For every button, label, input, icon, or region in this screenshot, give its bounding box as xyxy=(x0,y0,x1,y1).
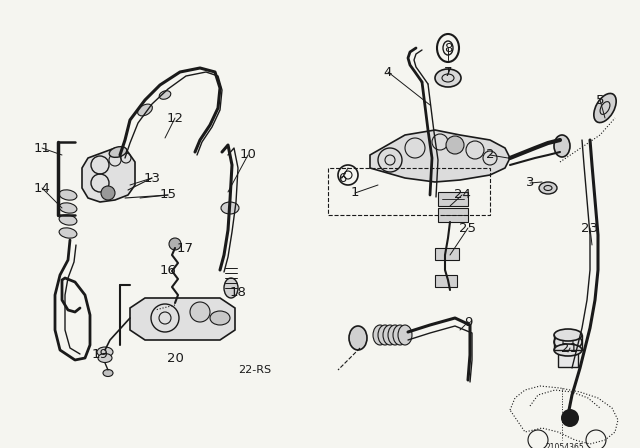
Polygon shape xyxy=(370,130,510,182)
Bar xyxy=(438,192,468,206)
Ellipse shape xyxy=(554,329,582,341)
Ellipse shape xyxy=(554,344,582,356)
Text: 6: 6 xyxy=(338,172,346,185)
Text: 9: 9 xyxy=(464,315,472,328)
Ellipse shape xyxy=(59,228,77,238)
Circle shape xyxy=(169,238,181,250)
Ellipse shape xyxy=(109,146,127,157)
Ellipse shape xyxy=(349,326,367,350)
Text: 18: 18 xyxy=(230,285,246,298)
Text: 7: 7 xyxy=(444,66,452,79)
Text: 3: 3 xyxy=(525,177,534,190)
Text: 17: 17 xyxy=(177,241,193,254)
Bar xyxy=(558,352,578,367)
Ellipse shape xyxy=(138,104,152,116)
Ellipse shape xyxy=(393,325,407,345)
Text: 23: 23 xyxy=(582,221,598,234)
Text: 24: 24 xyxy=(454,189,470,202)
Text: 10: 10 xyxy=(239,148,257,161)
Text: 16: 16 xyxy=(159,263,177,276)
Bar xyxy=(435,275,457,287)
Ellipse shape xyxy=(378,325,392,345)
Circle shape xyxy=(561,409,579,427)
Text: 4: 4 xyxy=(384,65,392,78)
Text: 1: 1 xyxy=(351,186,359,199)
Text: 13: 13 xyxy=(143,172,161,185)
Text: 21: 21 xyxy=(561,341,579,354)
Circle shape xyxy=(101,186,115,200)
Ellipse shape xyxy=(103,370,113,376)
Ellipse shape xyxy=(59,215,77,225)
Text: 21054365: 21054365 xyxy=(546,444,584,448)
Circle shape xyxy=(446,136,464,154)
Text: 5: 5 xyxy=(596,94,604,107)
Ellipse shape xyxy=(383,325,397,345)
Ellipse shape xyxy=(435,69,461,87)
Bar xyxy=(435,248,459,260)
Bar xyxy=(438,208,468,222)
Text: 8: 8 xyxy=(444,42,452,55)
Text: 25: 25 xyxy=(460,221,477,234)
Text: 22-RS: 22-RS xyxy=(239,365,271,375)
Ellipse shape xyxy=(59,203,77,213)
Ellipse shape xyxy=(224,278,238,298)
Ellipse shape xyxy=(388,325,402,345)
Ellipse shape xyxy=(159,90,171,99)
Ellipse shape xyxy=(554,334,582,350)
Text: 2: 2 xyxy=(486,148,494,161)
Ellipse shape xyxy=(554,135,570,157)
Ellipse shape xyxy=(210,311,230,325)
Ellipse shape xyxy=(398,325,412,345)
Ellipse shape xyxy=(594,94,616,123)
Text: 15: 15 xyxy=(159,189,177,202)
Text: 20: 20 xyxy=(166,352,184,365)
Polygon shape xyxy=(130,298,235,340)
Text: 19: 19 xyxy=(92,349,108,362)
Ellipse shape xyxy=(373,325,387,345)
Ellipse shape xyxy=(98,353,112,362)
Polygon shape xyxy=(82,148,135,202)
Ellipse shape xyxy=(59,190,77,200)
Text: 12: 12 xyxy=(166,112,184,125)
Text: 14: 14 xyxy=(33,181,51,194)
Ellipse shape xyxy=(221,202,239,214)
Ellipse shape xyxy=(97,347,113,357)
Circle shape xyxy=(190,302,210,322)
Ellipse shape xyxy=(539,182,557,194)
Text: 11: 11 xyxy=(33,142,51,155)
